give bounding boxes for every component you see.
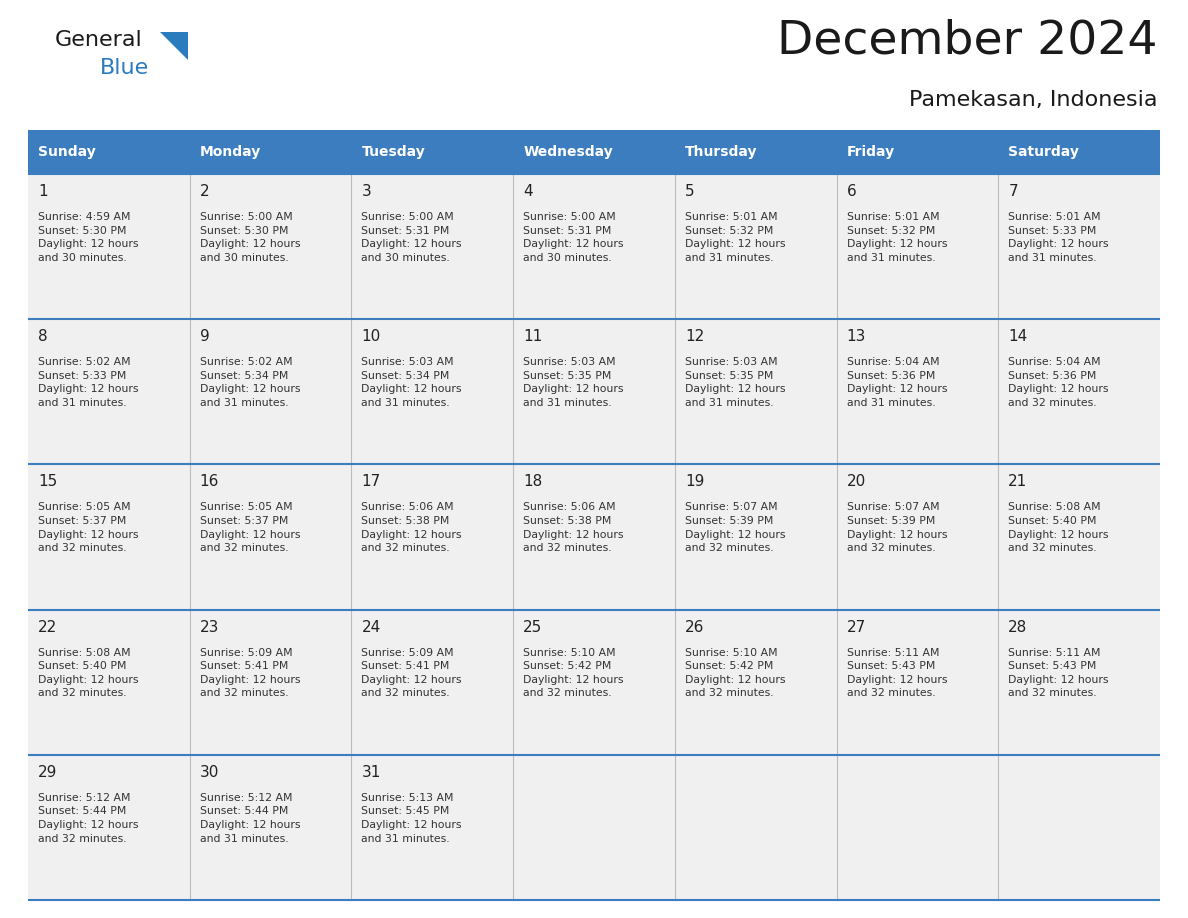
Text: Blue: Blue [100, 58, 150, 78]
Text: 17: 17 [361, 475, 380, 489]
Text: 28: 28 [1009, 620, 1028, 634]
Text: Sunrise: 4:59 AM
Sunset: 5:30 PM
Daylight: 12 hours
and 30 minutes.: Sunrise: 4:59 AM Sunset: 5:30 PM Dayligh… [38, 212, 139, 263]
Polygon shape [160, 32, 188, 60]
Text: Sunrise: 5:09 AM
Sunset: 5:41 PM
Daylight: 12 hours
and 32 minutes.: Sunrise: 5:09 AM Sunset: 5:41 PM Dayligh… [200, 647, 301, 699]
Text: Sunrise: 5:01 AM
Sunset: 5:32 PM
Daylight: 12 hours
and 31 minutes.: Sunrise: 5:01 AM Sunset: 5:32 PM Dayligh… [847, 212, 947, 263]
Text: 20: 20 [847, 475, 866, 489]
Text: Sunrise: 5:09 AM
Sunset: 5:41 PM
Daylight: 12 hours
and 32 minutes.: Sunrise: 5:09 AM Sunset: 5:41 PM Dayligh… [361, 647, 462, 699]
Text: Sunrise: 5:08 AM
Sunset: 5:40 PM
Daylight: 12 hours
and 32 minutes.: Sunrise: 5:08 AM Sunset: 5:40 PM Dayligh… [1009, 502, 1108, 554]
Text: 21: 21 [1009, 475, 1028, 489]
Bar [29, 130, 1159, 174]
Text: Sunrise: 5:05 AM
Sunset: 5:37 PM
Daylight: 12 hours
and 32 minutes.: Sunrise: 5:05 AM Sunset: 5:37 PM Dayligh… [200, 502, 301, 554]
Text: 11: 11 [523, 330, 543, 344]
Text: Friday: Friday [847, 145, 895, 159]
Text: Sunrise: 5:01 AM
Sunset: 5:32 PM
Daylight: 12 hours
and 31 minutes.: Sunrise: 5:01 AM Sunset: 5:32 PM Dayligh… [684, 212, 785, 263]
Text: Sunrise: 5:10 AM
Sunset: 5:42 PM
Daylight: 12 hours
and 32 minutes.: Sunrise: 5:10 AM Sunset: 5:42 PM Dayligh… [684, 647, 785, 699]
Text: Monday: Monday [200, 145, 261, 159]
Text: 12: 12 [684, 330, 704, 344]
Text: Sunrise: 5:00 AM
Sunset: 5:30 PM
Daylight: 12 hours
and 30 minutes.: Sunrise: 5:00 AM Sunset: 5:30 PM Dayligh… [200, 212, 301, 263]
Text: 10: 10 [361, 330, 380, 344]
Text: 4: 4 [523, 184, 532, 199]
Text: Sunrise: 5:08 AM
Sunset: 5:40 PM
Daylight: 12 hours
and 32 minutes.: Sunrise: 5:08 AM Sunset: 5:40 PM Dayligh… [38, 647, 139, 699]
Text: 16: 16 [200, 475, 219, 489]
Text: Sunrise: 5:10 AM
Sunset: 5:42 PM
Daylight: 12 hours
and 32 minutes.: Sunrise: 5:10 AM Sunset: 5:42 PM Dayligh… [523, 647, 624, 699]
Text: Sunrise: 5:05 AM
Sunset: 5:37 PM
Daylight: 12 hours
and 32 minutes.: Sunrise: 5:05 AM Sunset: 5:37 PM Dayligh… [38, 502, 139, 554]
Text: Sunrise: 5:12 AM
Sunset: 5:44 PM
Daylight: 12 hours
and 32 minutes.: Sunrise: 5:12 AM Sunset: 5:44 PM Dayligh… [38, 793, 139, 844]
Text: Sunrise: 5:07 AM
Sunset: 5:39 PM
Daylight: 12 hours
and 32 minutes.: Sunrise: 5:07 AM Sunset: 5:39 PM Dayligh… [847, 502, 947, 554]
Text: 6: 6 [847, 184, 857, 199]
Text: 22: 22 [38, 620, 57, 634]
Text: 14: 14 [1009, 330, 1028, 344]
Text: Sunrise: 5:11 AM
Sunset: 5:43 PM
Daylight: 12 hours
and 32 minutes.: Sunrise: 5:11 AM Sunset: 5:43 PM Dayligh… [1009, 647, 1108, 699]
Text: Tuesday: Tuesday [361, 145, 425, 159]
Text: 7: 7 [1009, 184, 1018, 199]
Text: Wednesday: Wednesday [523, 145, 613, 159]
Text: 29: 29 [38, 765, 57, 779]
Text: Sunrise: 5:11 AM
Sunset: 5:43 PM
Daylight: 12 hours
and 32 minutes.: Sunrise: 5:11 AM Sunset: 5:43 PM Dayligh… [847, 647, 947, 699]
Text: 19: 19 [684, 475, 704, 489]
Text: Saturday: Saturday [1009, 145, 1079, 159]
Text: Sunrise: 5:03 AM
Sunset: 5:35 PM
Daylight: 12 hours
and 31 minutes.: Sunrise: 5:03 AM Sunset: 5:35 PM Dayligh… [684, 357, 785, 408]
Text: 30: 30 [200, 765, 219, 779]
Text: Sunrise: 5:01 AM
Sunset: 5:33 PM
Daylight: 12 hours
and 31 minutes.: Sunrise: 5:01 AM Sunset: 5:33 PM Dayligh… [1009, 212, 1108, 263]
Bar [29, 610, 1159, 755]
Text: 5: 5 [684, 184, 695, 199]
Text: 25: 25 [523, 620, 543, 634]
Text: 9: 9 [200, 330, 209, 344]
Text: 27: 27 [847, 620, 866, 634]
Text: Sunrise: 5:03 AM
Sunset: 5:34 PM
Daylight: 12 hours
and 31 minutes.: Sunrise: 5:03 AM Sunset: 5:34 PM Dayligh… [361, 357, 462, 408]
Text: General: General [55, 30, 143, 50]
Text: Sunrise: 5:04 AM
Sunset: 5:36 PM
Daylight: 12 hours
and 31 minutes.: Sunrise: 5:04 AM Sunset: 5:36 PM Dayligh… [847, 357, 947, 408]
Text: 26: 26 [684, 620, 704, 634]
Text: Sunrise: 5:06 AM
Sunset: 5:38 PM
Daylight: 12 hours
and 32 minutes.: Sunrise: 5:06 AM Sunset: 5:38 PM Dayligh… [361, 502, 462, 554]
Text: Sunrise: 5:12 AM
Sunset: 5:44 PM
Daylight: 12 hours
and 31 minutes.: Sunrise: 5:12 AM Sunset: 5:44 PM Dayligh… [200, 793, 301, 844]
Text: December 2024: December 2024 [777, 18, 1158, 63]
Text: 2: 2 [200, 184, 209, 199]
Bar [29, 174, 1159, 319]
Text: Pamekasan, Indonesia: Pamekasan, Indonesia [910, 90, 1158, 110]
Text: Sunrise: 5:03 AM
Sunset: 5:35 PM
Daylight: 12 hours
and 31 minutes.: Sunrise: 5:03 AM Sunset: 5:35 PM Dayligh… [523, 357, 624, 408]
Text: 8: 8 [38, 330, 48, 344]
Text: Sunrise: 5:00 AM
Sunset: 5:31 PM
Daylight: 12 hours
and 30 minutes.: Sunrise: 5:00 AM Sunset: 5:31 PM Dayligh… [523, 212, 624, 263]
Text: Sunrise: 5:02 AM
Sunset: 5:34 PM
Daylight: 12 hours
and 31 minutes.: Sunrise: 5:02 AM Sunset: 5:34 PM Dayligh… [200, 357, 301, 408]
Text: 13: 13 [847, 330, 866, 344]
Text: 1: 1 [38, 184, 48, 199]
Text: 18: 18 [523, 475, 543, 489]
Text: Thursday: Thursday [684, 145, 758, 159]
Text: Sunrise: 5:00 AM
Sunset: 5:31 PM
Daylight: 12 hours
and 30 minutes.: Sunrise: 5:00 AM Sunset: 5:31 PM Dayligh… [361, 212, 462, 263]
Bar [29, 755, 1159, 900]
Text: Sunday: Sunday [38, 145, 96, 159]
Text: 15: 15 [38, 475, 57, 489]
Text: Sunrise: 5:02 AM
Sunset: 5:33 PM
Daylight: 12 hours
and 31 minutes.: Sunrise: 5:02 AM Sunset: 5:33 PM Dayligh… [38, 357, 139, 408]
Text: 31: 31 [361, 765, 381, 779]
Bar [29, 465, 1159, 610]
Bar [29, 319, 1159, 465]
Text: 3: 3 [361, 184, 371, 199]
Text: 24: 24 [361, 620, 380, 634]
Text: Sunrise: 5:06 AM
Sunset: 5:38 PM
Daylight: 12 hours
and 32 minutes.: Sunrise: 5:06 AM Sunset: 5:38 PM Dayligh… [523, 502, 624, 554]
Text: Sunrise: 5:07 AM
Sunset: 5:39 PM
Daylight: 12 hours
and 32 minutes.: Sunrise: 5:07 AM Sunset: 5:39 PM Dayligh… [684, 502, 785, 554]
Text: Sunrise: 5:13 AM
Sunset: 5:45 PM
Daylight: 12 hours
and 31 minutes.: Sunrise: 5:13 AM Sunset: 5:45 PM Dayligh… [361, 793, 462, 844]
Text: Sunrise: 5:04 AM
Sunset: 5:36 PM
Daylight: 12 hours
and 32 minutes.: Sunrise: 5:04 AM Sunset: 5:36 PM Dayligh… [1009, 357, 1108, 408]
Text: 23: 23 [200, 620, 219, 634]
